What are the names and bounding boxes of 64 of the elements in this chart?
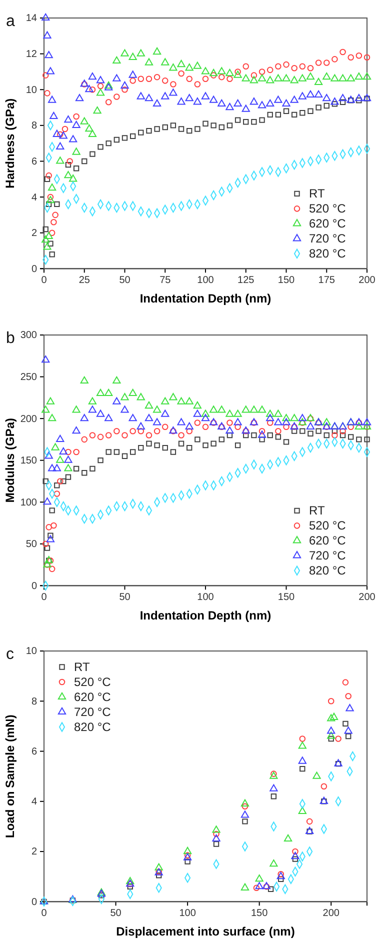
x-axis-title: Indentation Depth (nm) bbox=[140, 292, 272, 306]
y-tick-label: 4 bbox=[31, 192, 38, 204]
legend-label: 520 °C bbox=[309, 202, 346, 216]
x-tick-label: 75 bbox=[160, 274, 172, 286]
legend-label: 720 °C bbox=[74, 705, 112, 720]
x-tick-label: 150 bbox=[250, 908, 268, 920]
x-tick-label: 50 bbox=[119, 274, 131, 286]
legend-label: 820 °C bbox=[309, 246, 346, 261]
x-tick-label: 150 bbox=[278, 591, 296, 602]
y-axis-title: Modulus (GPa) bbox=[3, 418, 17, 502]
x-tick-label: 125 bbox=[238, 274, 255, 286]
x-axis-title: Displacement into surface (nm) bbox=[116, 924, 295, 939]
legend-label: RT bbox=[309, 186, 326, 201]
legend-label: 620 °C bbox=[309, 216, 346, 231]
legend-label: 520 °C bbox=[309, 518, 346, 532]
x-tick-label: 100 bbox=[179, 908, 196, 920]
y-tick-label: 0 bbox=[31, 580, 38, 592]
y-tick-label: 8 bbox=[31, 696, 38, 708]
x-tick-label: 25 bbox=[78, 274, 90, 286]
legend-label: 620 °C bbox=[74, 690, 112, 704]
chart-title: b bbox=[6, 330, 15, 347]
x-tick-label: 200 bbox=[358, 591, 376, 602]
y-tick-label: 6 bbox=[31, 156, 38, 168]
legend-label: 520 °C bbox=[74, 675, 112, 690]
y-tick-label: 14 bbox=[26, 13, 38, 24]
y-tick-label: 6 bbox=[31, 746, 38, 758]
y-tick-label: 8 bbox=[31, 120, 38, 132]
legend-label: 720 °C bbox=[309, 548, 346, 562]
y-tick-label: 150 bbox=[20, 455, 38, 466]
y-tick-label: 2 bbox=[31, 228, 38, 240]
x-tick-label: 50 bbox=[119, 591, 131, 602]
x-tick-label: 200 bbox=[358, 274, 376, 286]
legend-label: 620 °C bbox=[309, 533, 346, 548]
y-tick-label: 12 bbox=[26, 49, 38, 60]
x-tick-label: 0 bbox=[41, 591, 48, 602]
y-tick-label: 10 bbox=[26, 646, 38, 658]
y-tick-label: 10 bbox=[26, 84, 38, 96]
y-tick-label: 0 bbox=[31, 897, 38, 908]
legend-label: RT bbox=[309, 503, 326, 518]
y-axis-title: Load on Sample (mN) bbox=[3, 714, 17, 838]
x-tick-label: 175 bbox=[318, 274, 336, 286]
x-tick-label: 100 bbox=[197, 274, 214, 286]
chart-title: c bbox=[6, 646, 14, 664]
legend-label: 820 °C bbox=[74, 720, 112, 734]
x-tick-label: 0 bbox=[41, 274, 48, 286]
y-tick-label: 250 bbox=[20, 372, 38, 383]
legend-label: 720 °C bbox=[309, 232, 346, 246]
y-tick-label: 2 bbox=[31, 847, 38, 858]
x-tick-label: 200 bbox=[322, 908, 340, 920]
y-tick-label: 100 bbox=[20, 496, 38, 508]
y-tick-label: 4 bbox=[31, 796, 38, 808]
y-tick-label: 300 bbox=[20, 330, 38, 341]
x-tick-label: 50 bbox=[110, 908, 122, 920]
y-tick-label: 200 bbox=[20, 413, 38, 424]
y-axis-title: Hardness (GPa) bbox=[3, 98, 17, 188]
chart-title: a bbox=[6, 13, 15, 30]
legend-label: 820 °C bbox=[309, 563, 346, 578]
x-tick-label: 150 bbox=[278, 274, 296, 286]
x-axis-title: Indentation Depth (nm) bbox=[140, 608, 272, 622]
y-tick-label: 50 bbox=[26, 538, 38, 550]
x-tick-label: 0 bbox=[41, 908, 48, 920]
x-tick-label: 100 bbox=[197, 591, 214, 602]
y-tick-label: 0 bbox=[31, 264, 38, 275]
legend-label: RT bbox=[74, 660, 90, 674]
